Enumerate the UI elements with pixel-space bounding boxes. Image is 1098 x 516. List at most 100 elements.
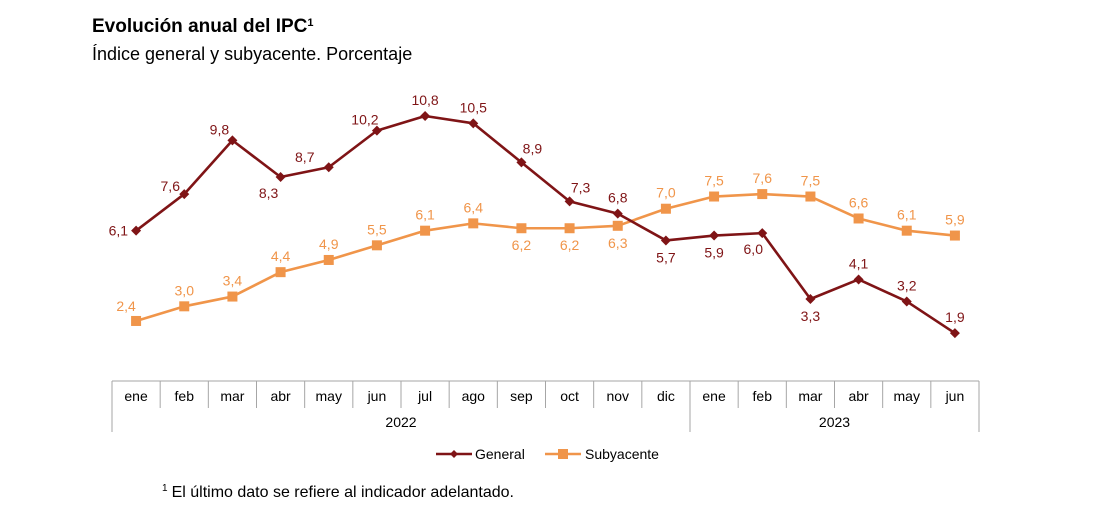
data-point-general bbox=[179, 189, 190, 200]
x-tick-label: nov bbox=[606, 388, 629, 404]
data-point-subyacente bbox=[227, 291, 238, 302]
data-label-general: 1,9 bbox=[945, 309, 965, 325]
data-label-general: 8,3 bbox=[259, 185, 279, 201]
data-label-subyacente: 7,6 bbox=[753, 170, 773, 186]
data-point-general bbox=[516, 157, 527, 168]
data-labels: 2,4 3,0 3,4 4,4 4,9 5,5 6,1 6,4 6,2 6,2 6,3 7,0 7,5 7… bbox=[109, 92, 965, 325]
legend-label-general: General bbox=[475, 446, 525, 462]
chart-title: Evolución anual del IPC1 bbox=[92, 16, 314, 38]
x-tick-label: may bbox=[894, 388, 920, 404]
data-label-subyacente: 6,6 bbox=[849, 194, 869, 210]
data-label-general: 10,5 bbox=[460, 99, 487, 115]
x-tick-label: ago bbox=[462, 388, 486, 404]
data-point-general bbox=[709, 230, 720, 241]
data-label-subyacente: 7,0 bbox=[656, 185, 676, 201]
data-point-general bbox=[371, 125, 382, 136]
data-point-general bbox=[949, 328, 960, 339]
x-tick-label: jun bbox=[945, 388, 965, 404]
series-lines bbox=[135, 114, 956, 335]
data-label-general: 7,6 bbox=[161, 178, 181, 194]
footnote: 1 El último dato se refiere al indicador … bbox=[162, 483, 514, 502]
series-line-general bbox=[135, 114, 956, 335]
x-tick-label: mar bbox=[220, 388, 244, 404]
data-label-subyacente: 6,4 bbox=[464, 199, 484, 215]
x-tick-label: feb bbox=[175, 388, 195, 404]
data-label-general: 6,0 bbox=[744, 241, 764, 257]
chart-title-text: Evolución anual del IPC bbox=[92, 16, 308, 37]
x-tick-label: may bbox=[316, 388, 342, 404]
data-point-general bbox=[275, 172, 286, 182]
data-label-general: 10,2 bbox=[351, 112, 378, 128]
footnote-text: El último dato se refiere al indicador a… bbox=[171, 484, 514, 501]
data-label-subyacente: 6,1 bbox=[415, 207, 435, 223]
data-label-general: 5,9 bbox=[704, 245, 724, 261]
footnote-marker: 1 bbox=[162, 483, 168, 494]
legend-label-subyacente: Subyacente bbox=[585, 446, 659, 462]
x-axis-table: ene feb mar abr may jun jul ago sep oct nov dic ene f… bbox=[111, 380, 980, 432]
data-point-subyacente bbox=[323, 254, 334, 265]
data-label-subyacente: 3,0 bbox=[175, 282, 195, 298]
data-label-subyacente: 4,4 bbox=[271, 248, 291, 264]
title-footnote-marker: 1 bbox=[307, 17, 314, 29]
x-tick-label: abr bbox=[848, 388, 869, 404]
data-label-general: 4,1 bbox=[849, 255, 869, 271]
data-point-general bbox=[420, 111, 431, 121]
data-point-subyacente bbox=[179, 301, 190, 312]
data-label-general: 8,9 bbox=[523, 140, 543, 156]
x-tick-label: ene bbox=[124, 388, 148, 404]
x-tick-label: sep bbox=[510, 388, 533, 404]
data-label-general: 5,7 bbox=[656, 249, 676, 265]
x-tick-label: jun bbox=[367, 388, 387, 404]
x-tick-label: mar bbox=[798, 388, 822, 404]
data-point-general bbox=[131, 225, 142, 236]
data-point-subyacente bbox=[420, 225, 431, 236]
data-point-general bbox=[660, 235, 671, 246]
data-point-subyacente bbox=[805, 191, 816, 202]
data-label-subyacente: 5,5 bbox=[367, 221, 387, 237]
data-point-general bbox=[757, 228, 768, 239]
data-label-subyacente: 3,4 bbox=[223, 273, 243, 289]
x-tick-label: jul bbox=[417, 388, 432, 404]
data-label-subyacente: 4,9 bbox=[319, 236, 339, 252]
data-label-general: 10,8 bbox=[411, 92, 438, 108]
data-point-general bbox=[901, 296, 912, 307]
data-point-subyacente bbox=[660, 203, 671, 214]
x-tick-label: ene bbox=[702, 388, 726, 404]
data-label-subyacente: 7,5 bbox=[801, 173, 821, 189]
series-markers bbox=[131, 111, 960, 339]
data-label-subyacente: 6,2 bbox=[560, 237, 580, 253]
data-point-subyacente bbox=[853, 213, 864, 224]
data-point-subyacente bbox=[275, 267, 286, 278]
data-point-general bbox=[227, 135, 238, 146]
legend-marker-subyacente bbox=[558, 449, 568, 459]
data-point-subyacente bbox=[757, 189, 768, 200]
legend: General Subyacente bbox=[436, 446, 659, 462]
data-label-subyacente: 5,9 bbox=[945, 212, 965, 228]
x-tick-label: abr bbox=[270, 388, 291, 404]
data-label-subyacente: 2,4 bbox=[116, 298, 136, 314]
data-label-general: 3,2 bbox=[897, 277, 917, 293]
x-tick-label: oct bbox=[560, 388, 579, 404]
data-point-general bbox=[564, 196, 575, 207]
data-point-subyacente bbox=[901, 225, 912, 236]
legend-marker-general bbox=[450, 450, 458, 458]
data-point-general bbox=[468, 118, 479, 129]
data-point-subyacente bbox=[516, 223, 527, 234]
data-label-subyacente: 7,5 bbox=[704, 173, 724, 189]
data-label-subyacente: 6,1 bbox=[897, 207, 917, 223]
data-label-general: 8,7 bbox=[295, 149, 315, 165]
data-point-subyacente bbox=[949, 230, 960, 241]
series-line-subyacente bbox=[135, 192, 956, 323]
data-label-general: 6,8 bbox=[608, 190, 628, 206]
data-label-general: 7,3 bbox=[571, 179, 591, 195]
year-group-label: 2022 bbox=[385, 414, 416, 430]
data-point-subyacente bbox=[564, 223, 575, 234]
data-label-subyacente: 6,2 bbox=[512, 237, 532, 253]
data-point-general bbox=[612, 208, 623, 219]
data-point-subyacente bbox=[709, 191, 720, 202]
chart-subtitle: Índice general y subyacente. Porcentaje bbox=[92, 44, 413, 64]
x-tick-label: dic bbox=[657, 388, 675, 404]
data-label-general: 3,3 bbox=[801, 308, 821, 324]
data-point-subyacente bbox=[468, 218, 479, 229]
